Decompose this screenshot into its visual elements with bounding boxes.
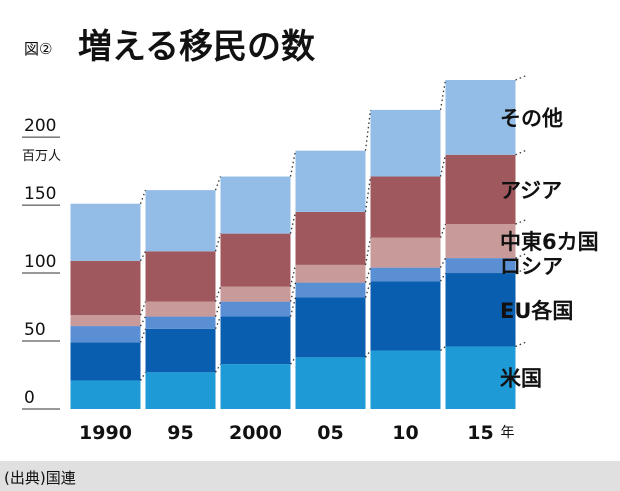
bar-segment [220,286,291,302]
connector [214,363,222,373]
bar-segment [295,297,366,358]
figure-label: 図② [24,40,52,58]
connector [515,218,528,225]
x-tick-label: 95 [167,422,193,444]
bar-segment [220,364,291,409]
connector [214,176,222,191]
connector [364,237,372,266]
connector [139,301,147,316]
y-tick-label: 0 [24,388,35,408]
connector [515,340,528,348]
bar-segment [370,109,441,177]
y-tick-label: 200 [24,116,56,136]
connector [289,211,297,234]
bar-segment [445,80,516,155]
bar-segment [145,328,216,373]
bar-segment [370,350,441,409]
bar-segment [370,237,441,268]
connector [139,371,147,381]
connector [364,109,372,151]
legend-label: 中東6カ国 [500,230,599,254]
connector [515,74,528,81]
connector [289,264,297,287]
connector [439,154,447,177]
bar-segment [370,281,441,351]
connector [439,79,447,111]
bar-segment [220,176,291,234]
y-tick-label: 100 [24,252,56,272]
x-tick-label: 1990 [79,422,132,444]
bar-segment [145,251,216,302]
bar-segment [145,372,216,409]
bar-segment [70,260,141,316]
connector [439,257,447,268]
bar-segment [295,150,366,212]
connector [439,272,447,282]
legend-label: ロシア [500,255,563,279]
bar-segment [295,282,366,298]
y-tick-label: 50 [24,320,46,340]
bar-segment [295,211,366,265]
bar-segment [370,176,441,238]
bar-segment [70,326,141,343]
connector [139,316,147,327]
bar-segment [220,233,291,287]
x-unit: 年 [501,425,515,441]
bar-segment [445,154,516,225]
connector [139,189,147,204]
connector [289,297,297,317]
connector [289,356,297,365]
bar-segment [220,316,291,365]
bar-segment [70,203,141,261]
connector [364,350,372,358]
connector [440,345,446,352]
x-tick-label: 2000 [229,422,282,444]
chart-title: 増える移民の数 [78,27,315,67]
connector [214,316,222,330]
legend-label: EU各国 [500,299,573,323]
source: (出典)国連 [4,469,76,487]
bar-segment [295,357,366,409]
connector [439,223,447,238]
connector [289,282,297,302]
x-tick-label: 15 [467,422,493,444]
x-tick-label: 05 [317,422,343,444]
legend-label: アジア [500,178,562,202]
bar-segment [445,224,516,259]
connector [214,286,222,302]
connector [364,176,372,212]
bar-segment [70,315,141,327]
x-tick-label: 10 [392,422,418,444]
bar-segment [445,258,516,274]
legend-label: その他 [500,106,563,130]
connector [139,250,147,262]
y-unit: 百万人 [22,149,61,164]
bar-segment [70,380,141,409]
bar-segment [445,346,516,409]
legend-label: 米国 [500,367,542,391]
connector [214,301,222,317]
bar-segment [370,267,441,282]
connector [289,150,297,177]
connector [515,149,528,156]
connector [364,281,372,298]
connector [364,267,372,283]
bar-segment [145,301,216,317]
bar-segment [295,264,366,283]
bar-segment [70,342,141,381]
footer-band [0,461,620,491]
bar-segment [145,316,216,329]
y-tick-label: 150 [24,184,56,204]
bar-segment [220,301,291,317]
bar-segment [445,273,516,347]
connector [214,233,222,252]
connector [139,328,147,343]
bar-segment [145,190,216,252]
